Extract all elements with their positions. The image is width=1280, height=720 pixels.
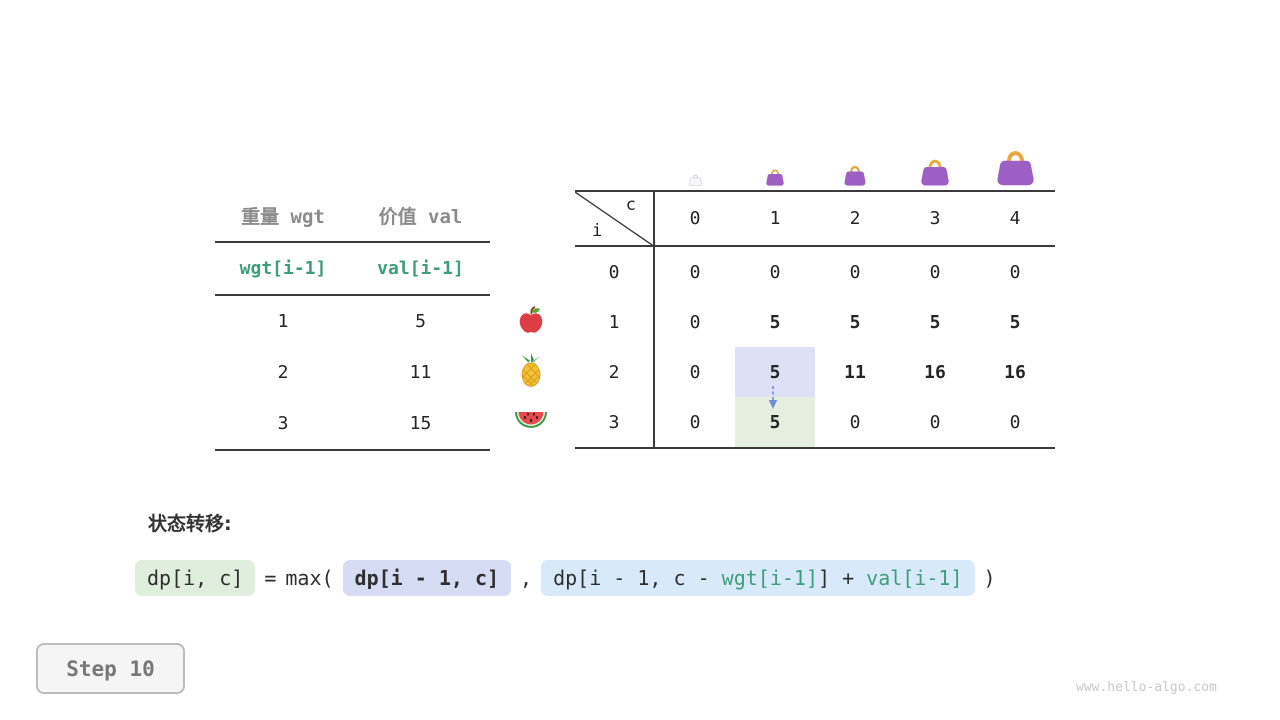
dp-cell-r3c0: 0	[689, 411, 701, 433]
take-prefix: dp[i - 1, c -	[553, 566, 722, 590]
row-header-0: 0	[575, 247, 655, 297]
dp-cell-r0c3: 0	[929, 261, 941, 283]
dp-cell-r3c4: 0	[1009, 411, 1021, 433]
col-header-3: 3	[895, 192, 975, 247]
item-row-2: 2 11	[215, 347, 490, 398]
formula-comma: ,	[520, 566, 533, 590]
formula-close-paren: )	[983, 566, 996, 590]
state-transition-heading: 状态转移:	[148, 513, 232, 535]
bag-icon-capacity-1	[735, 128, 815, 186]
item-3-weight: 3	[277, 413, 289, 434]
dp-table: c i 0 1 2 3 4 0 0 0 0 0 0 1 0 5 5 5 5 2 …	[575, 190, 1055, 449]
corner-diagonal-line	[575, 192, 655, 247]
formula-keep-option-chip: dp[i - 1, c]	[342, 560, 512, 596]
item-index-var-label: i	[592, 221, 603, 241]
dp-cell-r1c2: 5	[849, 311, 861, 333]
formula-take-option-chip: dp[i - 1, c - wgt[i-1]] + val[i-1]	[541, 560, 975, 596]
dp-cell-r0c2: 0	[849, 261, 861, 283]
weight-column-header: 重量 wgt	[241, 206, 325, 228]
value-column-header: 价值 val	[378, 206, 463, 228]
items-table-header: 重量 wgt 价值 val	[215, 190, 490, 243]
item-row-3: 3 15	[215, 398, 490, 449]
dp-cell-r2c3: 16	[924, 361, 946, 383]
watermelon-icon	[511, 395, 551, 445]
capacity-bags-row	[655, 128, 1055, 186]
dp-cell-r3c3: 0	[929, 411, 941, 433]
col-header-2: 2	[815, 192, 895, 247]
wgt-var-label: wgt[i-1]	[239, 258, 327, 279]
item-2-value: 11	[409, 362, 432, 383]
formula-equals: =	[264, 566, 277, 590]
pineapple-icon	[511, 345, 551, 395]
item-2-weight: 2	[277, 362, 289, 383]
item-3-value: 15	[409, 413, 432, 434]
bag-icon-capacity-3	[895, 128, 975, 186]
capacity-var-label: c	[625, 195, 636, 215]
dp-cell-r1c0: 0	[689, 311, 701, 333]
step-badge: Step 10	[36, 643, 185, 694]
col-header-1: 1	[735, 192, 815, 247]
items-table: 重量 wgt 价值 val wgt[i-1] val[i-1] 1 5 2 11…	[215, 190, 490, 451]
item-row-1: 1 5	[215, 296, 490, 347]
dp-cell-r0c4: 0	[1009, 261, 1021, 283]
col-header-4: 4	[975, 192, 1055, 247]
items-table-var-row: wgt[i-1] val[i-1]	[215, 243, 490, 296]
bag-icon-capacity-4	[975, 128, 1055, 186]
dp-cell-r1c4: 5	[1009, 311, 1021, 333]
dp-cell-r2c2: 11	[844, 361, 866, 383]
take-mid: ] +	[818, 566, 867, 590]
dp-cell-r2c4: 16	[1004, 361, 1026, 383]
col-header-0: 0	[655, 192, 735, 247]
dp-cell-current-r3c1: 5	[735, 397, 815, 447]
dp-cell-r0c0: 0	[689, 261, 701, 283]
formula-lhs-chip: dp[i, c]	[135, 560, 256, 596]
take-val-term: val[i-1]	[866, 566, 963, 590]
row-header-3: 3	[575, 397, 655, 447]
dp-cell-r1c1: 5	[769, 311, 781, 333]
row-header-2: 2	[575, 347, 655, 397]
item-1-value: 5	[415, 311, 426, 332]
dp-corner-cell: c i	[575, 192, 655, 247]
apple-icon	[511, 295, 551, 345]
dp-cell-source-r2c1: 5	[735, 347, 815, 397]
dp-cell-r0c1: 0	[769, 261, 781, 283]
val-var-label: val[i-1]	[377, 258, 464, 279]
dp-cell-r1c3: 5	[929, 311, 941, 333]
formula-max-open: max(	[285, 566, 334, 590]
item-icons-column	[511, 295, 551, 445]
dp-cell-r3c2: 0	[849, 411, 861, 433]
bag-icon-capacity-0	[655, 128, 735, 186]
state-transition-formula: dp[i, c] = max( dp[i - 1, c] , dp[i - 1,…	[135, 560, 996, 596]
bag-icon-capacity-2	[815, 128, 895, 186]
item-1-weight: 1	[277, 311, 289, 332]
row-header-1: 1	[575, 297, 655, 347]
dp-cell-r2c0: 0	[689, 361, 701, 383]
watermark: www.hello-algo.com	[1076, 680, 1217, 695]
take-wgt-term: wgt[i-1]	[721, 566, 818, 590]
